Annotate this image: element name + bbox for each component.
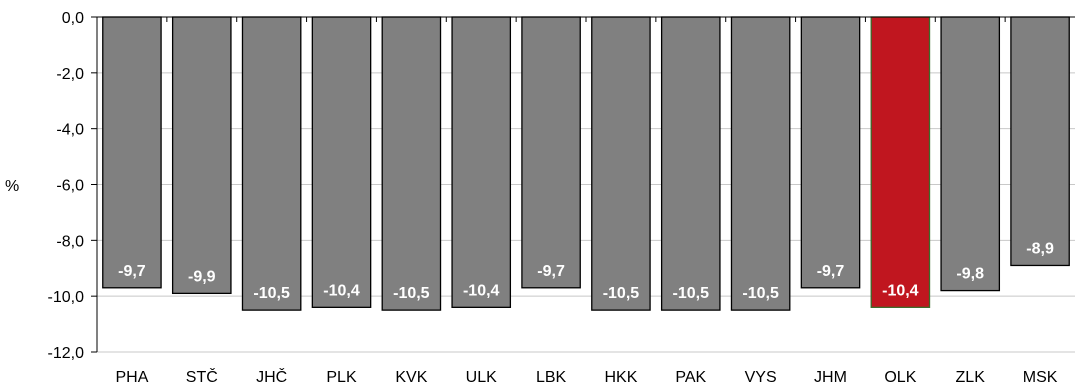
data-label: -10,5: [603, 285, 640, 302]
x-tick-label: KVK: [395, 369, 427, 385]
x-tick-label: MSK: [1023, 369, 1058, 385]
data-label: -9,7: [118, 263, 146, 280]
bar-kvk: [381, 16, 442, 311]
data-labels: -9,7 -9,9 -10,5 -10,4 -10,5 -10,4 -9,7 -10,5 -10…: [118, 240, 1054, 302]
bar-hkk: [591, 16, 651, 311]
x-tick-label: OLK: [884, 369, 916, 385]
y-tick-label: -10,0: [48, 289, 85, 306]
data-label: -9,8: [956, 266, 984, 283]
x-tick-label: JHČ: [256, 367, 287, 385]
bar-jhč: [241, 16, 302, 311]
bar-vys: [730, 16, 791, 311]
x-tick-label: LBK: [536, 369, 567, 385]
x-tick-label: VYS: [745, 369, 777, 385]
data-label: -9,7: [817, 263, 845, 280]
x-tick-label: HKK: [604, 369, 637, 385]
bar-pak: [660, 16, 721, 311]
y-tick-label: -6,0: [56, 178, 84, 195]
data-label: -10,5: [393, 285, 430, 302]
bar-ulk: [451, 16, 512, 308]
bar-stč: [171, 16, 232, 295]
y-tick-label: -12,0: [48, 345, 85, 362]
y-tick-label: -8,0: [56, 233, 84, 250]
bars: [102, 16, 1070, 311]
bar-lbk: [521, 16, 581, 289]
x-tick-label: PAK: [675, 369, 706, 385]
data-label: -10,5: [673, 285, 710, 302]
bar-pha: [102, 16, 162, 289]
bar-olk: [870, 16, 931, 308]
data-label: -9,7: [537, 263, 565, 280]
y-tick-label: -2,0: [56, 66, 84, 83]
x-tick-label: ULK: [466, 369, 497, 385]
data-label: -9,9: [188, 268, 216, 285]
axes: [91, 16, 1075, 353]
data-label: -10,5: [742, 285, 779, 302]
bar-jhm: [800, 16, 861, 289]
bar-plk: [311, 16, 372, 308]
bar-msk: [1010, 16, 1070, 267]
data-label: -8,9: [1026, 240, 1054, 257]
bar-zlk: [940, 16, 1001, 292]
y-tick-label: -4,0: [56, 122, 84, 139]
x-tick-label: PLK: [326, 369, 357, 385]
x-tick-labels: PHA STČ JHČ PLK KVK ULK LBK HKK PAK VYS JHM OLK ZLK M…: [115, 367, 1057, 385]
data-label: -10,4: [882, 282, 919, 299]
x-tick-label: PHA: [115, 369, 148, 385]
data-label: -10,5: [253, 285, 290, 302]
x-tick-label: JHM: [814, 369, 847, 385]
x-tick-label: ZLK: [956, 369, 986, 385]
y-tick-labels: 0,0 -2,0 -4,0 -6,0 -8,0 -10,0 -12,0: [48, 10, 85, 362]
y-tick-label: 0,0: [62, 10, 84, 27]
data-label: -10,4: [463, 282, 500, 299]
y-axis-label: %: [5, 178, 19, 195]
x-tick-label: STČ: [186, 367, 218, 385]
data-label: -10,4: [323, 282, 360, 299]
